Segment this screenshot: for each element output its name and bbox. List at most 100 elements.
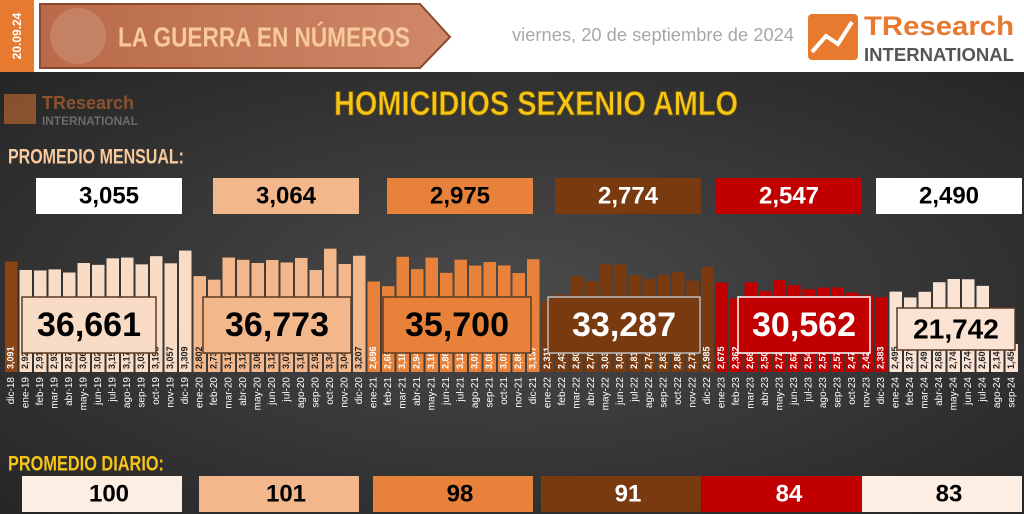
bar-value-label: 3,163 bbox=[296, 346, 306, 369]
bar-value-label: 2,682 bbox=[745, 346, 755, 369]
bar-value-label: 2,362 bbox=[731, 346, 741, 369]
banner bbox=[39, 3, 452, 69]
bar-value-label: 3,062 bbox=[78, 346, 88, 369]
bar-value-label: 2,801 bbox=[571, 346, 581, 369]
monthly-average: 2,975 bbox=[430, 182, 490, 209]
bar-value-label: 3,309 bbox=[180, 346, 190, 369]
period-total: 33,287 bbox=[572, 306, 676, 344]
bar-value-label: 2,818 bbox=[629, 346, 639, 369]
bar-value-label: 3,032 bbox=[615, 346, 625, 369]
daily-average: 98 bbox=[447, 480, 474, 507]
x-tick-label: ene-21 bbox=[368, 377, 379, 409]
monthly-label: PROMEDIO MENSUAL: bbox=[8, 146, 184, 169]
x-tick-label: jun-19 bbox=[93, 377, 104, 406]
bar-value-label: 3,036 bbox=[600, 346, 610, 369]
x-tick-label: mar-22 bbox=[571, 377, 582, 409]
monthly-average: 2,490 bbox=[919, 182, 979, 209]
x-tick-label: mar-23 bbox=[745, 377, 756, 409]
bar-value-label: 2,923 bbox=[310, 346, 320, 369]
bar-value-label: 3,036 bbox=[136, 346, 146, 369]
bar-value-label: 2,864 bbox=[513, 346, 523, 369]
logo-main: TResearch bbox=[864, 11, 1014, 41]
banner-icon bbox=[50, 8, 106, 64]
bar bbox=[701, 266, 714, 372]
bar-value-label: 3,063 bbox=[252, 346, 262, 369]
bar-value-label: 2,868 bbox=[441, 346, 451, 369]
total-box bbox=[547, 296, 701, 354]
x-tick-label: nov-19 bbox=[165, 377, 176, 408]
x-tick-label: mar-24 bbox=[919, 377, 930, 409]
period-total: 21,742 bbox=[913, 313, 999, 344]
daily-box bbox=[199, 476, 359, 512]
bar-value-label: 2,145 bbox=[992, 346, 1002, 369]
bar-value-label: 2,915 bbox=[35, 346, 45, 369]
x-tick-label: sep-23 bbox=[832, 377, 843, 408]
x-tick-label: ago-21 bbox=[470, 377, 481, 409]
period-total: 36,661 bbox=[37, 306, 141, 344]
daily-box bbox=[541, 476, 701, 512]
bar-value-label: 3,347 bbox=[325, 346, 335, 369]
x-tick-label: may-23 bbox=[774, 377, 785, 411]
monthly-box bbox=[36, 178, 182, 214]
banner-text: LA GUERRA EN NÚMEROS bbox=[118, 21, 410, 52]
bar-value-label: 2,383 bbox=[876, 346, 886, 369]
daily-box bbox=[702, 476, 862, 512]
x-tick-label: feb-21 bbox=[383, 377, 394, 406]
x-tick-label: abr-24 bbox=[934, 377, 945, 406]
bar-value-label: 3,155 bbox=[107, 346, 117, 369]
x-tick-label: jul-22 bbox=[629, 377, 640, 403]
bar-value-label: 2,727 bbox=[774, 346, 784, 369]
bar-value-label: 3,073 bbox=[281, 346, 291, 369]
x-tick-label: ago-23 bbox=[818, 377, 829, 409]
x-tick-label: ago-24 bbox=[992, 377, 1003, 409]
x-tick-label: nov-22 bbox=[687, 377, 698, 408]
monthly-average: 2,774 bbox=[598, 182, 659, 209]
x-tick-label: dic-20 bbox=[354, 377, 365, 405]
bar-value-label: 3,186 bbox=[397, 346, 407, 369]
x-tick-label: feb-19 bbox=[35, 377, 46, 406]
daily-average: 83 bbox=[936, 480, 963, 507]
daily-average: 101 bbox=[266, 480, 306, 507]
daily-box bbox=[862, 476, 1022, 512]
bar bbox=[1005, 343, 1018, 372]
x-tick-label: dic-19 bbox=[180, 377, 191, 405]
monthly-box bbox=[213, 178, 359, 214]
monthly-box bbox=[716, 178, 862, 214]
monthly-average: 3,055 bbox=[79, 182, 139, 209]
x-tick-label: ene-20 bbox=[194, 377, 205, 409]
monthly-box bbox=[387, 178, 533, 214]
logo: TResearch INTERNATIONAL bbox=[808, 11, 1014, 65]
bar-value-label: 2,874 bbox=[64, 346, 74, 369]
bar-value-label: 3,123 bbox=[267, 346, 277, 369]
bar bbox=[353, 255, 366, 372]
x-tick-label: jul-19 bbox=[107, 377, 118, 403]
x-tick-label: ene-19 bbox=[20, 377, 31, 409]
bar-value-label: 3,169 bbox=[426, 346, 436, 369]
watermark-main: TResearch bbox=[42, 93, 134, 113]
x-tick-label: sep-22 bbox=[658, 377, 669, 408]
bar-value-label: 2,491 bbox=[919, 346, 929, 369]
bar-value-label: 3,012 bbox=[470, 346, 480, 369]
x-tick-label: dic-23 bbox=[876, 377, 887, 405]
logo-mark bbox=[808, 14, 858, 60]
bar-value-label: 2,985 bbox=[702, 346, 712, 369]
x-tick-label: jul-23 bbox=[803, 377, 814, 403]
daily-box bbox=[373, 476, 533, 512]
bar bbox=[179, 250, 192, 372]
bar-value-label: 2,505 bbox=[760, 346, 770, 369]
x-tick-label: mar-21 bbox=[397, 377, 408, 409]
bar-value-label: 2,379 bbox=[905, 346, 915, 369]
bar-value-label: 2,745 bbox=[948, 346, 958, 369]
bar-value-label: 2,703 bbox=[586, 346, 596, 369]
x-tick-label: jun-20 bbox=[267, 377, 278, 406]
bar-value-label: 2,425 bbox=[861, 346, 871, 369]
chart-title: HOMICIDIOS SEXENIO AMLO bbox=[334, 85, 738, 123]
x-tick-label: ene-23 bbox=[716, 377, 727, 409]
bar-value-label: 2,924 bbox=[20, 346, 30, 369]
bar-value-label: 2,696 bbox=[368, 346, 378, 369]
total-box bbox=[202, 296, 352, 354]
period-total: 35,700 bbox=[405, 306, 509, 344]
bar-value-label: 3,043 bbox=[339, 346, 349, 369]
